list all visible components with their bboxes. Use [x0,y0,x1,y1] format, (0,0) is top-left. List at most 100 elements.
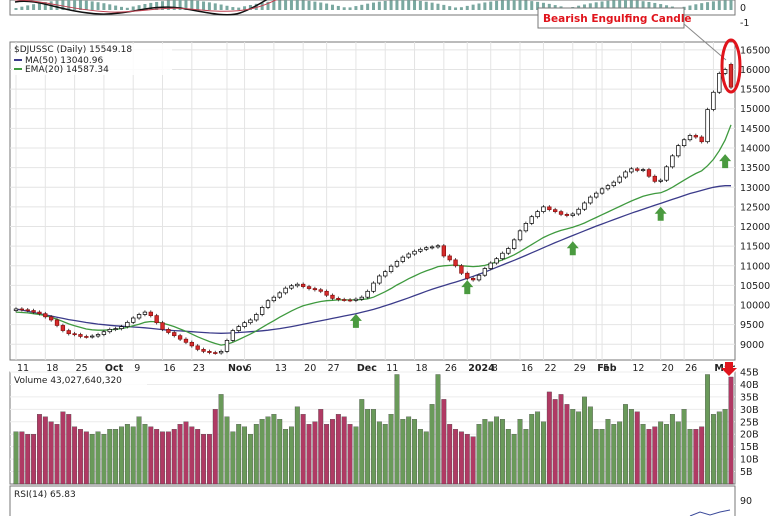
volume-bar [330,419,335,485]
volume-bar [306,424,312,485]
candle-body [31,310,36,313]
macd-bar [225,5,229,10]
price-tick: 14000 [740,144,770,155]
volume-bar [535,411,541,485]
volume-bar [183,421,189,485]
candle-body [429,246,435,249]
volume-bar [453,429,458,485]
support-arrow [654,206,667,221]
candle-body [107,329,112,333]
candle-body [160,322,165,330]
candle-body [342,299,347,301]
candle-body [301,283,306,287]
macd-bar [717,0,721,11]
macd-bar [495,0,499,10]
volume-bar [412,419,417,485]
macd-bar [313,1,317,11]
annotation-pointer [683,23,727,61]
volume-bar [458,431,464,485]
date-label: Dec [357,363,377,374]
volume-bar [675,421,681,485]
date-label: Nov [228,363,249,374]
volume-bar [230,431,236,485]
volume-bar [488,421,494,485]
rsi-tick-90: 90 [740,496,752,507]
candle-body [424,247,429,250]
candle-body [488,262,493,269]
volume-bar [119,426,124,485]
volume-bar [83,431,89,485]
candle-body [113,328,118,330]
volume-bar [470,436,476,485]
macd-bar [377,1,381,11]
macd-bar [641,1,645,10]
volume-bar [19,431,25,485]
macd-bar [430,2,434,10]
ema20-series [15,124,732,346]
price-tick: 15500 [740,85,770,96]
volume-bar [371,409,376,485]
volume-bar [324,424,330,485]
candle-body [699,136,704,143]
annotation-box [537,7,685,29]
price-tick: 16000 [740,65,770,76]
volume-bar [599,429,605,485]
macd-bar [78,0,82,10]
date-label: 6 [246,363,252,374]
macd-bar [278,0,282,10]
macd-bar [266,1,270,10]
date-label: Feb [597,363,617,374]
candle-body [687,135,693,141]
macd-bar [149,2,153,10]
ma50-line [15,185,731,334]
volume-bar [259,419,265,485]
candle-body [400,256,405,262]
macd-bar [366,3,370,11]
candle-body [230,330,236,341]
candle-body [283,287,288,294]
macd-bar [37,3,41,10]
macd-bar [32,4,36,10]
volume-bar [201,434,206,485]
macd-bar [119,6,123,10]
macd-bar [254,3,258,10]
candle-body [289,285,294,289]
volume-bar [705,374,710,485]
volume-bar [564,404,570,485]
support-arrow [719,154,732,169]
macd-bar [319,2,323,11]
candlesticks [13,62,734,355]
volume-bar [72,426,78,485]
volume-bar [341,416,347,485]
date-label: 16 [521,363,533,374]
candle-body [166,329,171,333]
volume-tick: 30B [740,405,759,416]
candle-body [154,315,159,324]
support-arrow [461,280,474,295]
macd-bar [706,2,710,10]
macd-bar [524,0,528,10]
volume-bar [552,399,558,485]
price-tick: 10000 [740,301,770,312]
candle-body [623,171,628,178]
volume-bar [576,411,582,485]
rsi-label: RSI(14) 65.83 [14,490,76,500]
volume-bar [447,424,453,485]
macd-bar [436,3,440,10]
volume-bar [189,426,195,485]
macd-bar [295,0,299,10]
date-label: 20 [304,363,316,374]
candle-body [652,175,657,182]
macd-bar [530,1,534,10]
macd-bar [483,2,487,10]
volume-bar [529,414,535,485]
volume-bar [511,434,517,485]
volume-bar [130,426,136,485]
volume-bar [353,426,359,485]
rsi-panel: RSI(14) 65.83 90 [9,485,752,516]
macd-bar [618,0,622,10]
candle-body [359,296,364,300]
volume-bar [546,391,552,485]
candle-body [377,275,382,284]
